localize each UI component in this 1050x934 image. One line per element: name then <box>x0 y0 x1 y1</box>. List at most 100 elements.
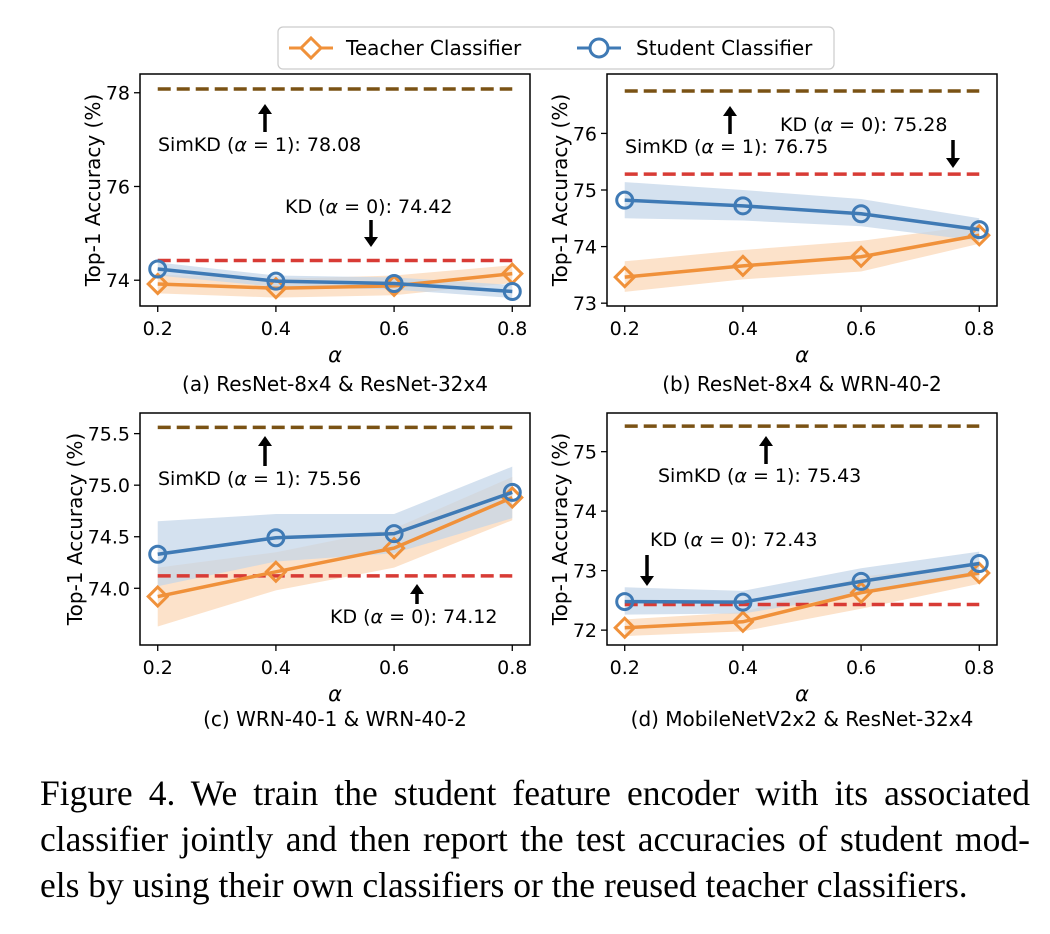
legend: Teacher Classifier Student Classifier <box>277 26 835 70</box>
caption-line-1: Figure 4. We train the student feature e… <box>40 773 1030 813</box>
simkd-annotation-b: SimKD (α = 1): 76.75 <box>625 136 828 158</box>
series-line-teacher-c <box>157 495 513 599</box>
y-tick-label-d-2: 74 <box>573 501 597 523</box>
y-tick-label-d-3: 75 <box>573 442 597 464</box>
y-tick-label-c-3: 75.5 <box>88 424 130 446</box>
simkd-annotation-a: SimKD (α = 1): 78.08 <box>158 134 361 156</box>
kd-arrow-b-head <box>946 158 960 168</box>
kd-annotation-b: KD (α = 0): 75.28 <box>780 114 947 136</box>
y-tick-label-b-3: 76 <box>573 123 597 145</box>
x-tick-label-b-2: 0.6 <box>846 318 876 340</box>
point-student-c-2 <box>384 524 404 544</box>
x-tick-label-a-0: 0.2 <box>143 318 173 340</box>
legend-teacher-diamond-icon <box>298 35 324 61</box>
y-tick-label-c-0: 74.0 <box>88 578 130 600</box>
x-tick-label-d-1: 0.4 <box>728 657 758 679</box>
point-student-b-3 <box>969 220 989 240</box>
point-teacher-a-0 <box>146 272 170 296</box>
subplot-caption-a: (a) ResNet-8x4 & ResNet-32x4 <box>182 372 488 396</box>
simkd-arrow-c-head <box>258 436 272 446</box>
point-student-d-1 <box>733 592 753 612</box>
x-tick-label-d-0: 0.2 <box>610 657 640 679</box>
x-tick-label-d-2: 0.6 <box>846 657 876 679</box>
simkd-annotation-c: SimKD (α = 1): 75.56 <box>158 468 361 490</box>
point-teacher-c-1 <box>264 560 288 584</box>
legend-teacher-marker <box>289 35 333 61</box>
band-student-c <box>157 466 513 587</box>
simkd-arrow-b-head <box>723 106 737 116</box>
y-axis-label-d: Top-1 Accuracy (%) <box>548 433 572 626</box>
point-student-a-3 <box>502 281 522 301</box>
series-line-student-d <box>624 561 980 604</box>
x-tick-label-d-3: 0.8 <box>964 657 994 679</box>
point-student-b-0 <box>615 190 635 210</box>
point-student-c-1 <box>266 528 286 548</box>
y-axis-label-b: Top-1 Accuracy (%) <box>548 94 572 287</box>
legend-student-circle-icon <box>588 37 610 59</box>
y-tick-label-b-1: 74 <box>573 237 597 259</box>
series-line-student-c <box>157 490 513 556</box>
y-tick-label-d-0: 72 <box>573 620 597 642</box>
x-tick-label-c-1: 0.4 <box>261 657 291 679</box>
subplot-caption-b: (b) ResNet-8x4 & WRN-40-2 <box>662 372 942 396</box>
x-tick-label-a-2: 0.6 <box>379 318 409 340</box>
legend-frame <box>277 26 835 70</box>
x-axis-label-a: α <box>328 343 342 367</box>
kd-annotation-c: KD (α = 0): 74.12 <box>330 606 497 628</box>
point-student-b-2 <box>851 204 871 224</box>
series-line-teacher-b <box>624 233 980 279</box>
legend-student-label: Student Classifier <box>636 36 813 60</box>
y-tick-label-d-1: 73 <box>573 561 597 583</box>
legend-student-marker <box>577 37 621 59</box>
y-tick-label-c-1: 74.5 <box>88 527 130 549</box>
point-teacher-b-0 <box>613 265 637 289</box>
chart-panel-b: 0.2 0.4 0.6 0.8 73 74 75 76 α Top-1 Accuracy (%) S… <box>548 73 998 396</box>
figure-canvas: Teacher Classifier Student Classifier 0.… <box>63 26 998 731</box>
point-student-a-1 <box>266 271 286 291</box>
point-student-c-3 <box>502 482 522 502</box>
x-tick-label-b-1: 0.4 <box>728 318 758 340</box>
series-line-teacher-d <box>624 571 980 630</box>
x-tick-label-a-1: 0.4 <box>261 318 291 340</box>
y-tick-label-b-2: 75 <box>573 180 597 202</box>
point-student-d-3 <box>969 554 989 574</box>
x-tick-label-c-0: 0.2 <box>143 657 173 679</box>
point-teacher-b-2 <box>849 245 873 269</box>
point-teacher-d-2 <box>849 581 873 605</box>
kd-arrow-c-head <box>410 584 424 594</box>
simkd-annotation-d: SimKD (α = 1): 75.43 <box>658 465 861 487</box>
caption-line-3: els by using their own classifiers or th… <box>40 865 968 905</box>
chart-panels: 0.2 0.4 0.6 0.8 74 76 78 α Top-1 Accuracy (%) Sim… <box>63 73 998 731</box>
point-teacher-c-2 <box>382 536 406 560</box>
y-tick-label-b-0: 73 <box>573 293 597 315</box>
x-tick-label-b-3: 0.8 <box>964 318 994 340</box>
point-student-c-0 <box>148 544 168 564</box>
x-tick-label-c-2: 0.6 <box>379 657 409 679</box>
x-tick-label-c-3: 0.8 <box>497 657 527 679</box>
point-teacher-d-1 <box>731 610 755 634</box>
kd-arrow-a-head <box>364 237 378 247</box>
simkd-arrow-a-head <box>258 104 272 114</box>
plot-frame-c <box>139 412 531 646</box>
caption-line-2: classifier jointly and then report the t… <box>40 819 1030 859</box>
point-student-d-2 <box>851 571 871 591</box>
x-axis-label-b: α <box>795 343 809 367</box>
y-tick-label-a-0: 74 <box>106 270 130 292</box>
x-tick-label-b-0: 0.2 <box>610 318 640 340</box>
band-teacher-b <box>624 225 980 292</box>
band-student-d <box>624 551 980 615</box>
y-tick-label-a-1: 76 <box>106 176 130 198</box>
subplot-caption-d: (d) MobileNetV2x2 & ResNet-32x4 <box>631 707 974 731</box>
kd-annotation-a: KD (α = 0): 74.42 <box>285 196 452 218</box>
chart-panel-d: 0.2 0.4 0.6 0.8 72 73 74 75 α Top-1 Accuracy (%) S… <box>548 412 998 731</box>
y-tick-label-c-2: 75.0 <box>88 475 130 497</box>
chart-panel-a: 0.2 0.4 0.6 0.8 74 76 78 α Top-1 Accuracy (%) Sim… <box>81 73 531 396</box>
y-axis-label-c: Top-1 Accuracy (%) <box>63 433 87 626</box>
point-student-b-1 <box>733 196 753 216</box>
plot-frame-a <box>139 73 531 307</box>
subplot-caption-c: (c) WRN-40-1 & WRN-40-2 <box>203 707 467 731</box>
chart-panel-c: 0.2 0.4 0.6 0.8 74.0 74.5 75.0 75.5 α Top-1 Accur… <box>63 412 531 731</box>
y-tick-label-a-2: 78 <box>106 83 130 105</box>
plot-frame-d <box>606 412 998 646</box>
simkd-arrow-d-head <box>759 436 773 446</box>
